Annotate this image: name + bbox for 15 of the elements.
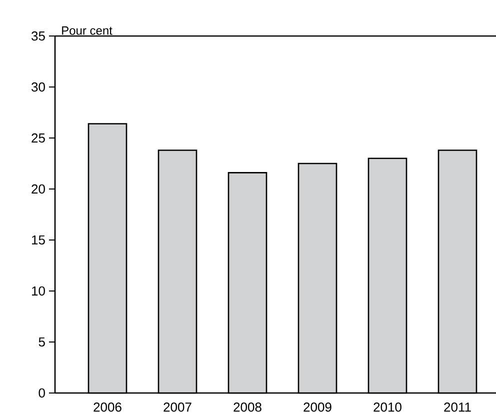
x-tick-label: 2010 <box>374 402 402 412</box>
y-tick-label: 20 <box>32 184 45 194</box>
y-tick-label: 10 <box>32 286 45 296</box>
y-tick-label: 25 <box>32 133 45 143</box>
y-tick-label: 5 <box>38 337 45 347</box>
y-tick-label: 35 <box>32 31 45 41</box>
y-tick-label: 30 <box>32 82 45 92</box>
x-tick-label: 2006 <box>94 402 122 412</box>
x-tick-label: 2008 <box>234 402 262 412</box>
y-tick-label: 15 <box>32 235 45 245</box>
y-tick-label: 0 <box>38 388 45 398</box>
x-tick-label: 2009 <box>304 402 332 412</box>
x-tick-label: 2011 <box>444 402 471 412</box>
y-axis-title: Pour cent <box>62 26 112 35</box>
x-tick-label: 2007 <box>164 402 192 412</box>
